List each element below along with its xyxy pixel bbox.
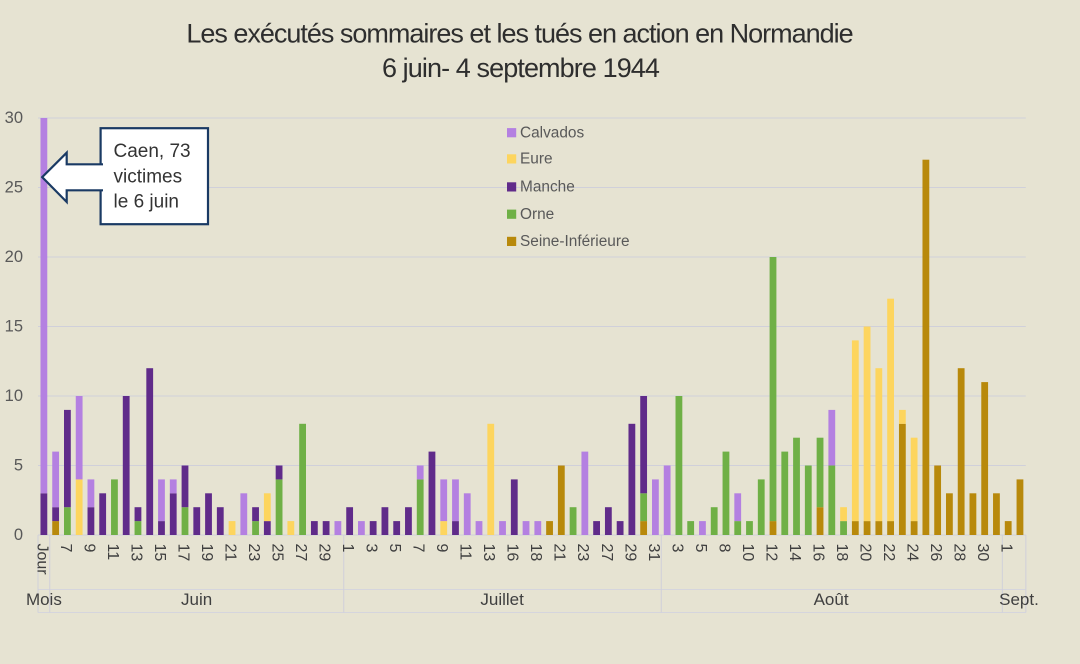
svg-text:3: 3 [668,544,685,553]
svg-text:15: 15 [151,544,168,562]
svg-text:7: 7 [57,544,74,553]
svg-text:23: 23 [245,544,262,562]
svg-text:1: 1 [339,544,356,553]
svg-text:16: 16 [504,544,521,562]
svg-text:13: 13 [127,544,144,562]
svg-text:15: 15 [5,317,23,335]
svg-text:9: 9 [80,544,97,553]
svg-text:5: 5 [692,544,709,553]
svg-text:Manche: Manche [520,179,575,196]
svg-text:23: 23 [574,544,591,562]
svg-text:28: 28 [951,544,968,562]
svg-text:6 juin- 4 septembre 1944: 6 juin- 4 septembre 1944 [382,53,660,83]
svg-text:0: 0 [14,526,23,544]
svg-text:5: 5 [386,544,403,553]
svg-text:Eure: Eure [520,151,553,168]
svg-text:18: 18 [833,544,850,562]
svg-text:30: 30 [974,544,991,562]
svg-text:3: 3 [363,544,380,553]
svg-text:31: 31 [645,544,662,562]
svg-text:25: 25 [5,178,23,196]
svg-text:21: 21 [221,544,238,562]
svg-text:25: 25 [268,544,285,562]
svg-text:29: 29 [621,544,638,562]
svg-text:10: 10 [739,544,756,562]
svg-text:7: 7 [410,544,427,553]
svg-text:victimes: victimes [114,167,183,188]
svg-text:27: 27 [292,544,309,562]
svg-text:Août: Août [814,590,849,609]
svg-text:26: 26 [927,544,944,562]
svg-text:Jour: Jour [33,544,50,576]
svg-text:21: 21 [551,544,568,562]
svg-text:le 6 juin: le 6 juin [114,192,180,213]
svg-text:16: 16 [809,544,826,562]
svg-text:Seine-Inférieure: Seine-Inférieure [520,233,630,250]
svg-text:18: 18 [527,544,544,562]
svg-text:17: 17 [174,544,191,562]
svg-text:1: 1 [998,544,1015,553]
svg-text:12: 12 [762,544,779,562]
svg-text:22: 22 [880,544,897,562]
svg-text:Orne: Orne [520,206,554,223]
svg-text:24: 24 [904,544,921,562]
svg-text:30: 30 [5,109,23,127]
svg-text:13: 13 [480,544,497,562]
svg-text:20: 20 [856,544,873,562]
svg-text:Calvados: Calvados [520,125,584,142]
svg-text:Juin: Juin [181,590,212,609]
svg-text:29: 29 [316,544,333,562]
svg-text:Mois: Mois [26,590,62,609]
svg-text:20: 20 [5,248,23,266]
svg-text:11: 11 [457,544,474,561]
svg-text:Sept.: Sept. [999,590,1039,609]
svg-text:9: 9 [433,544,450,553]
svg-text:11: 11 [104,544,121,561]
svg-text:27: 27 [598,544,615,562]
svg-text:Caen, 73: Caen, 73 [114,141,191,162]
svg-text:10: 10 [5,387,23,405]
svg-text:Les exécutés sommaires et les: Les exécutés sommaires et les tués en ac… [186,19,852,49]
svg-text:14: 14 [786,544,803,562]
svg-text:Juillet: Juillet [480,590,524,609]
svg-text:19: 19 [198,544,215,562]
svg-text:8: 8 [715,544,732,553]
svg-text:5: 5 [14,456,23,474]
